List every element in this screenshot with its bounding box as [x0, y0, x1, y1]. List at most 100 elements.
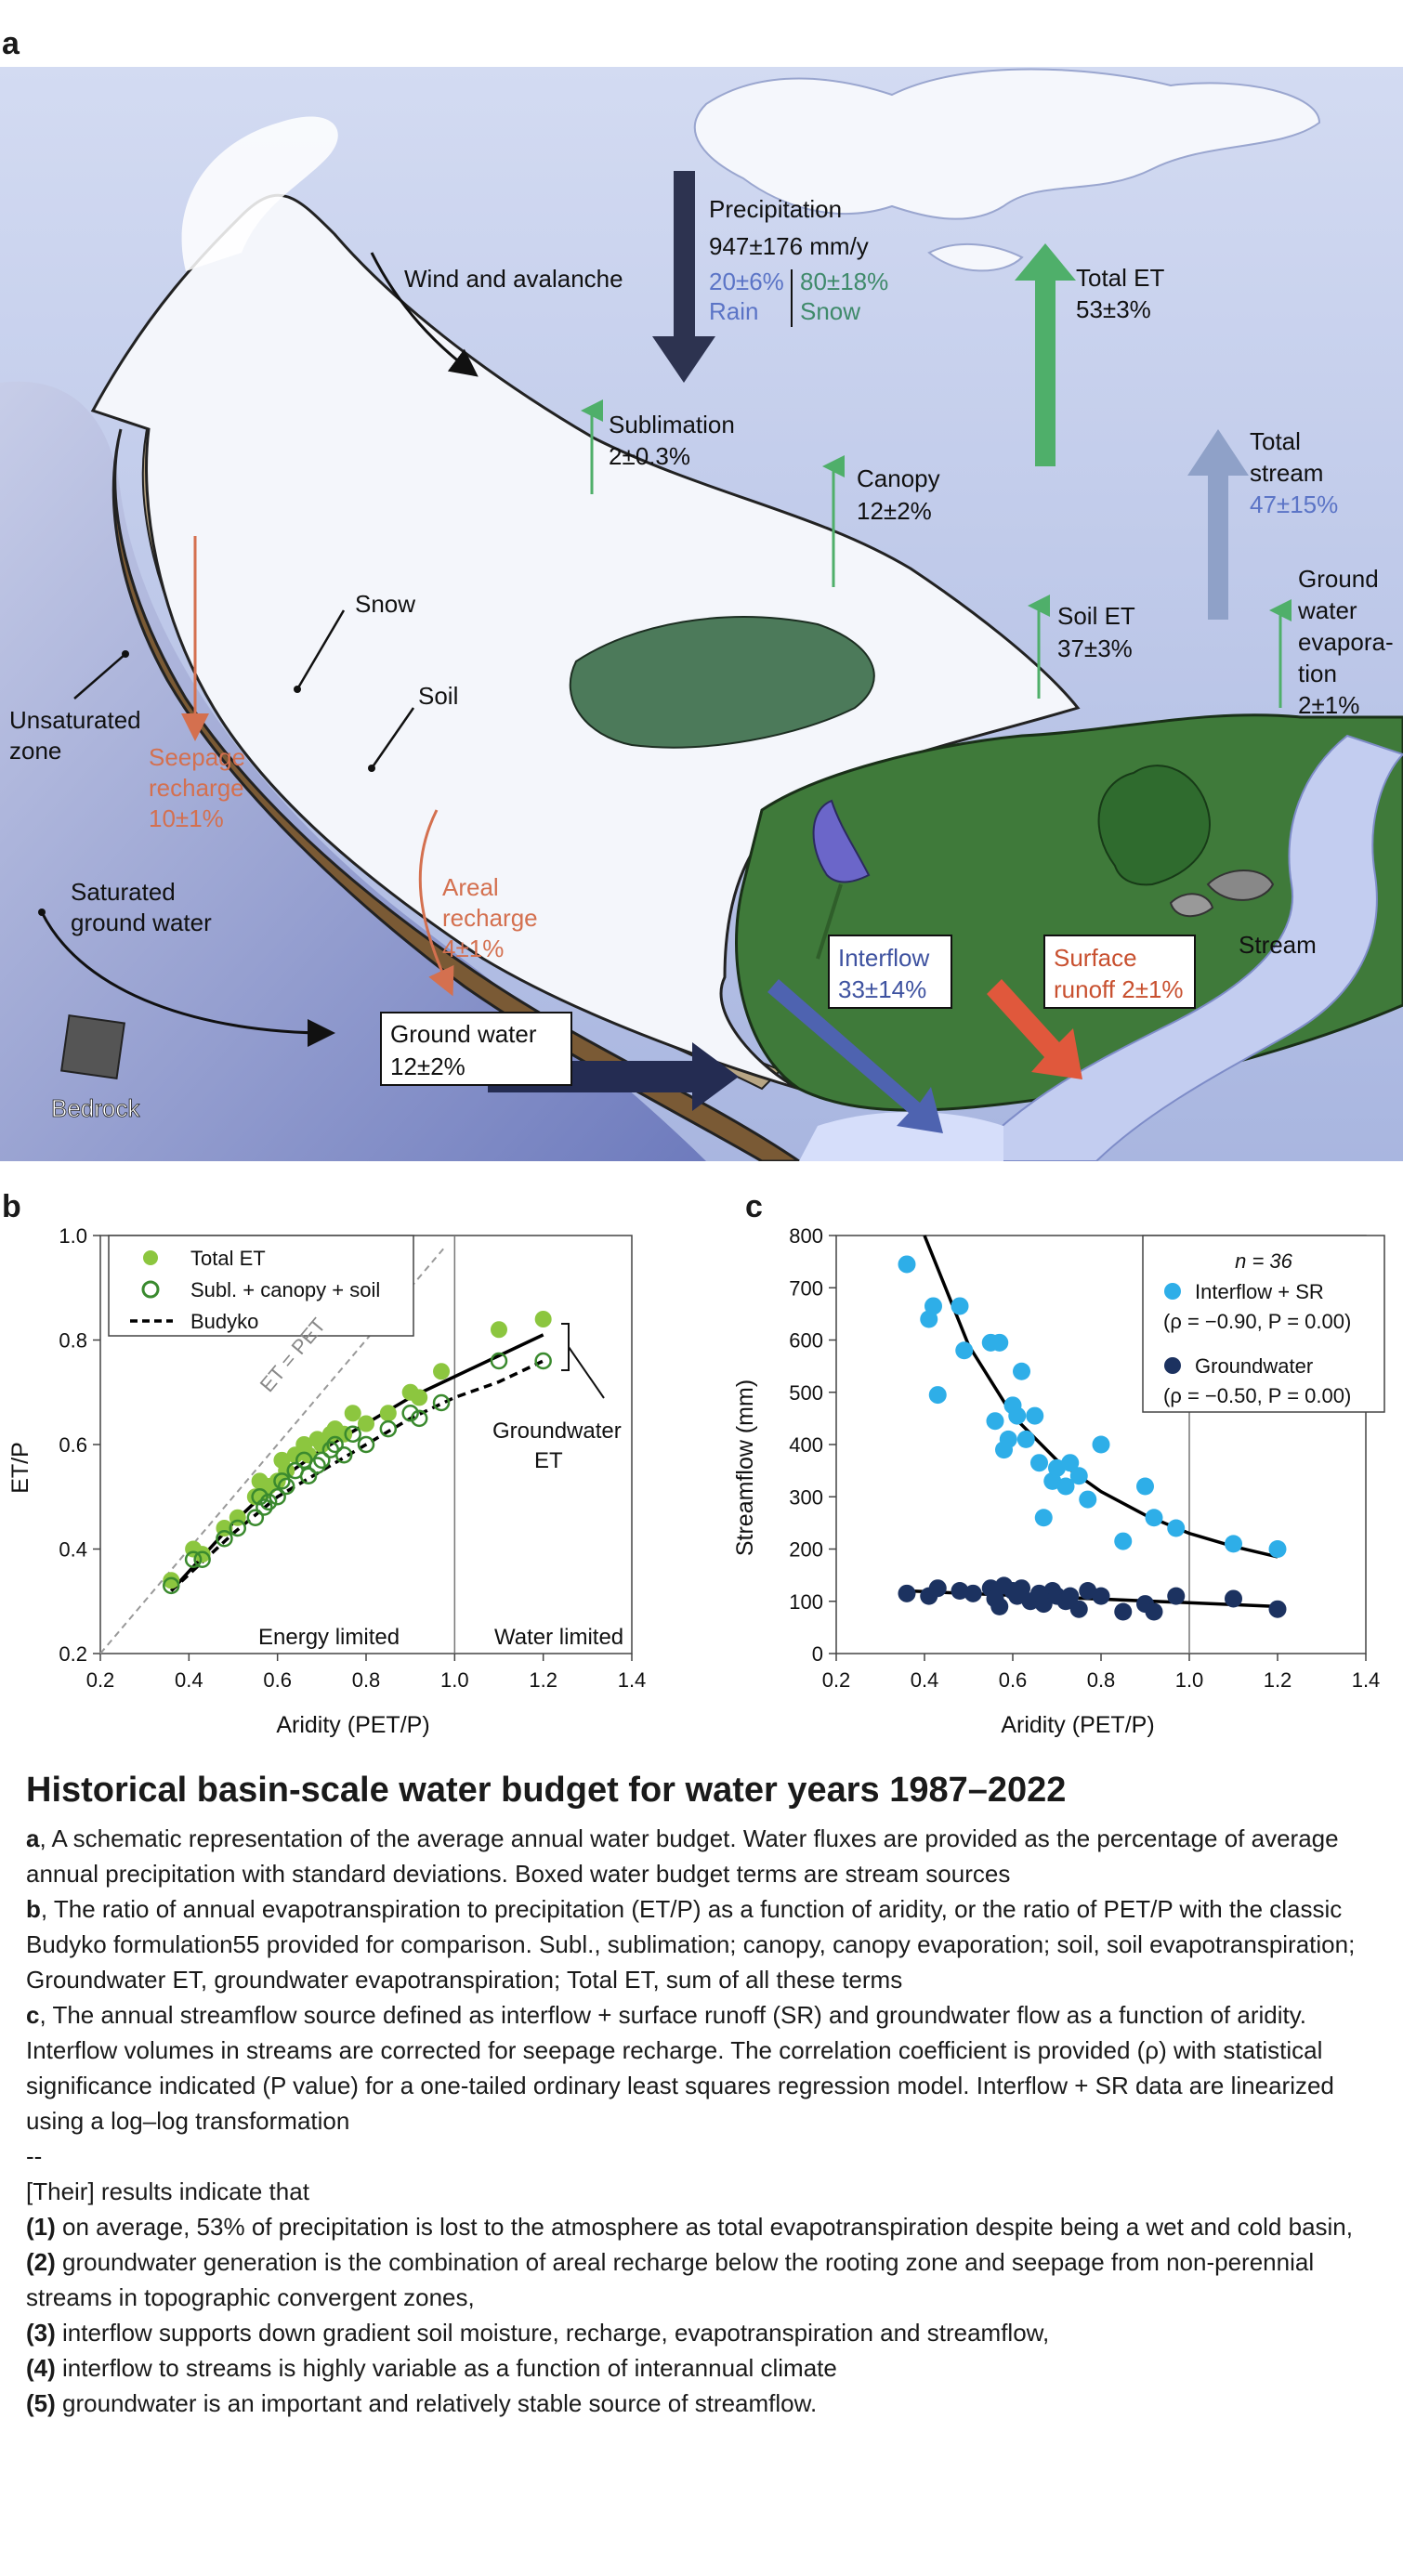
item-2-num: (2) [26, 2248, 56, 2276]
item-5-num: (5) [26, 2389, 56, 2417]
interflow-value: 33±14% [838, 975, 926, 1003]
soil-layer-label: Soil [418, 682, 458, 710]
surface-l2: runoff 2±1% [1054, 975, 1184, 1003]
chart-c-legend-box [1142, 1235, 1385, 1413]
total-et-point [411, 1389, 428, 1406]
interflow-fit-line [923, 1235, 1278, 1559]
subl-canopy-soil-point [277, 1477, 295, 1496]
canopy-label: Canopy [857, 464, 940, 492]
chart-b-axes: 0.2 0.4 0.6 0.8 1.0 1.2 1.4 0.2 0.4 0.6 0.8 1.0 [59, 1224, 646, 1692]
caption-title: Historical basin-scale water budget for … [26, 1771, 1067, 1810]
gw-evap-l4: tion [1298, 660, 1337, 687]
groundwater-point [964, 1584, 982, 1602]
groundwater-point [1079, 1582, 1097, 1600]
gw-evap-l3: evapora- [1298, 628, 1394, 656]
snow-layer-label: Snow [355, 590, 415, 618]
chart-c-ytick-label: 0 [812, 1642, 823, 1666]
legend-interflow-marker [1164, 1283, 1181, 1300]
chart-c-ytick-label: 400 [789, 1433, 823, 1457]
subl-canopy-soil-point [410, 1409, 428, 1428]
forest-patch [569, 616, 875, 749]
interflow-sr-point [1048, 1458, 1066, 1477]
chart-b-ylabel: ET/P [7, 1442, 33, 1494]
chart-b-marks [99, 1245, 552, 1654]
sublimation-value: 2±0.3% [609, 442, 690, 470]
interflow-sr-point [1069, 1467, 1088, 1485]
legend-groundwater-stat: (ρ = −0.50, P = 0.00) [1163, 1384, 1351, 1407]
interflow-sr-point [1013, 1362, 1030, 1380]
groundwater-point [1069, 1600, 1088, 1618]
caption-separator: -- [26, 2142, 43, 2170]
groundwater-box [380, 1012, 572, 1086]
subl-canopy-soil-point [256, 1498, 273, 1516]
chart-c-xlabel: Aridity (PET/P) [1001, 1712, 1154, 1738]
wind-arrow [370, 252, 479, 377]
total-et-point [344, 1405, 361, 1422]
caption-a-text: , A schematic representation of the aver… [26, 1824, 1339, 1888]
interflow-sr-point [1008, 1406, 1027, 1425]
figure-caption: Historical basin-scale water budget for … [26, 1769, 1383, 2421]
chart-c-ytick-label: 100 [789, 1590, 823, 1614]
total-stream-label-2: stream [1250, 459, 1323, 487]
groundwater-point [1225, 1589, 1242, 1608]
wind-label: Wind and avalanche [404, 265, 623, 293]
gw-et-label-1: Groundwater [492, 1419, 622, 1444]
soil-et-label: Soil ET [1057, 602, 1135, 630]
budyko-line [170, 1359, 544, 1592]
chart-b-xtick-label: 0.6 [263, 1668, 292, 1692]
total-et-label: Total ET [1076, 264, 1164, 292]
subl-canopy-soil-point [193, 1550, 211, 1568]
chart-c-xtick-label: 1.0 [1175, 1668, 1204, 1692]
interflow-sr-point [1268, 1540, 1287, 1558]
chart-b-ytick-label: 1.0 [59, 1224, 87, 1248]
groundwater-point [1114, 1602, 1133, 1621]
interflow-sr-point [928, 1386, 947, 1405]
groundwater-point [1013, 1579, 1030, 1598]
interflow-sr-point [999, 1430, 1017, 1448]
rain-pct: 20±6% [709, 268, 784, 295]
total-stream-arrow [1187, 429, 1249, 620]
interflow-sr-point [951, 1297, 969, 1315]
caption-c: c, The annual streamflow source defined … [26, 1997, 1383, 2138]
seepage-l2: recharge [149, 774, 244, 802]
caption-c-text: , The annual streamflow source defined a… [26, 2001, 1334, 2135]
total-et-fit-line [169, 1333, 544, 1592]
item-1-text: on average, 53% of precipitation is lost… [55, 2213, 1353, 2241]
precip-value: 947±176 mm/y [709, 232, 869, 260]
energy-limited-label: Energy limited [258, 1625, 400, 1650]
chart-c-ylabel: Streamflow (mm) [732, 1380, 758, 1556]
interflow-sr-point [1026, 1406, 1044, 1425]
surface-runoff-box [1043, 935, 1196, 1009]
interflow-sr-point [1079, 1490, 1097, 1509]
item-4-num: (4) [26, 2354, 56, 2382]
total-et-point [379, 1405, 397, 1422]
chart-c-ytick-label: 600 [789, 1329, 823, 1353]
legend-groundwater: Groundwater [1195, 1354, 1313, 1378]
rain-label: Rain [709, 297, 758, 325]
canopy-value: 12±2% [857, 497, 932, 525]
groundwater-point [1268, 1600, 1287, 1618]
interflow-sr-point [1145, 1509, 1163, 1527]
subl-canopy-soil-point [313, 1451, 331, 1470]
groundwater-point [951, 1582, 969, 1600]
groundwater-point [1061, 1587, 1080, 1605]
rock-2 [1169, 893, 1214, 918]
interflow-sr-point [1136, 1477, 1154, 1496]
areal-l2: recharge [442, 904, 538, 932]
saturated-l2: ground water [71, 909, 212, 936]
caption-b: b, The ratio of annual evapotranspiratio… [26, 1891, 1383, 1997]
chart-c-xtick-label: 1.2 [1264, 1668, 1292, 1692]
saturated-arrow [40, 911, 335, 1047]
subl-canopy-soil-point [269, 1488, 286, 1506]
groundwater-point [1092, 1587, 1110, 1605]
chart-b-xtick-label: 1.4 [618, 1668, 647, 1692]
total-et-value: 53±3% [1076, 295, 1151, 323]
subl-canopy-soil-point [334, 1446, 353, 1464]
chart-b-ytick-label: 0.4 [59, 1538, 87, 1562]
flower [812, 799, 871, 883]
surface-l1: Surface [1054, 944, 1137, 972]
sublimation-label: Sublimation [609, 411, 735, 438]
caption-item-3: (3) interflow supports down gradient soi… [26, 2315, 1383, 2350]
subl-canopy-soil-point [344, 1425, 361, 1443]
caption-intro: [Their] results indicate that [26, 2177, 309, 2205]
